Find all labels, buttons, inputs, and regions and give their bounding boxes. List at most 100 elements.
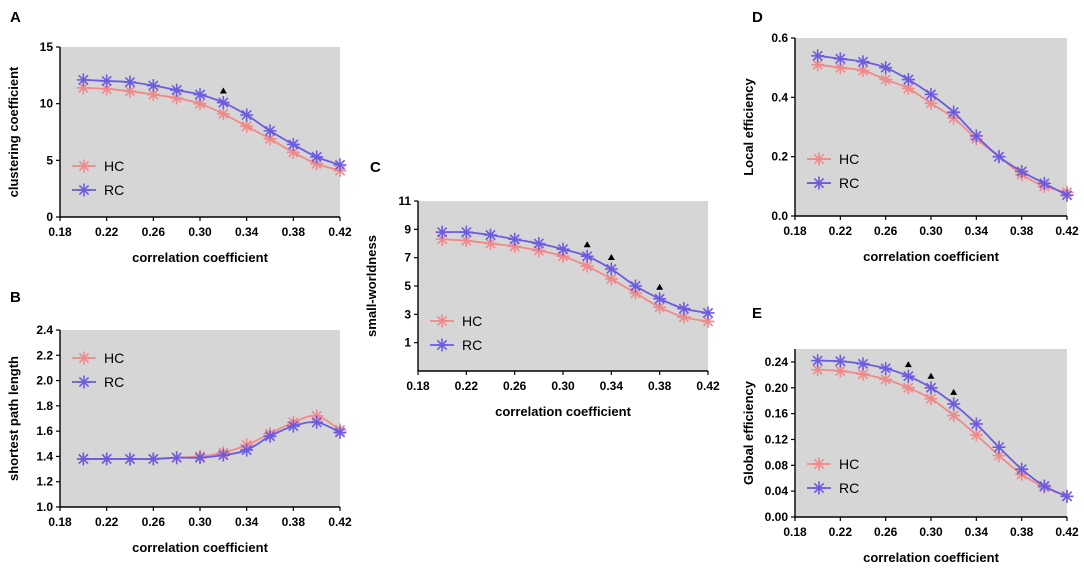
data-point-rc — [193, 451, 207, 465]
data-point-hc — [286, 145, 300, 159]
legend-label-rc: RC — [104, 182, 124, 198]
y-tick-label: 0.12 — [765, 432, 789, 446]
data-point-rc — [833, 52, 847, 66]
data-point-rc — [653, 292, 667, 306]
data-point-hc — [193, 97, 207, 111]
x-tick-label: 0.30 — [919, 224, 943, 238]
series-rc — [76, 415, 347, 466]
data-point-rc — [856, 55, 870, 69]
x-tick-label: 0.42 — [696, 379, 720, 393]
data-point-rc — [629, 279, 642, 293]
panel-b: B 0.18 0.22 0.26 0.30 0.34 0.38 0.42 1.0 1.2 1.4 1.… — [6, 289, 352, 555]
series-hc — [435, 232, 715, 328]
data-point-rc — [1037, 176, 1051, 190]
x-tick-label: 0.42 — [328, 515, 352, 529]
x-tick-label: 0.18 — [48, 225, 72, 239]
y-tick-label: 5 — [46, 153, 53, 167]
data-point-rc — [879, 61, 893, 75]
data-point-hc — [240, 119, 254, 133]
data-point-hc — [310, 157, 324, 171]
legend-marker-hc — [435, 314, 449, 328]
data-point-rc — [833, 354, 847, 368]
panel-d: D 0.18 0.22 0.26 0.30 0.34 0.38 0.42 0.0 0.2 0.4 0.… — [741, 9, 1079, 264]
plot-area — [60, 47, 340, 217]
x-tick-label: 0.26 — [874, 525, 898, 539]
y-tick-label: 0.24 — [765, 355, 789, 369]
x-axis-label: correlation coefficient — [132, 250, 268, 265]
data-point-hc — [123, 84, 137, 98]
data-point-hc — [532, 244, 546, 258]
data-point-hc — [170, 91, 184, 105]
data-point-rc — [76, 452, 90, 466]
y-tick-label: 0.00 — [765, 510, 789, 524]
data-point-hc — [856, 64, 870, 78]
legend-label-hc: HC — [104, 350, 124, 366]
legend: HC RC — [807, 151, 859, 191]
data-point-rc — [170, 83, 184, 97]
data-point-rc — [901, 369, 915, 383]
data-point-rc — [263, 429, 277, 443]
data-point-rc — [556, 242, 570, 256]
x-tick-label: 0.18 — [406, 379, 430, 393]
data-point-rc — [1037, 479, 1051, 493]
data-point-rc — [123, 452, 137, 466]
data-point-hc — [879, 372, 893, 386]
y-tick-label: 0.20 — [765, 381, 789, 395]
y-tick-label: 1 — [404, 336, 411, 350]
data-point-rc — [811, 354, 825, 368]
legend-label-rc: RC — [104, 374, 124, 390]
legend-marker-rc — [77, 183, 91, 197]
legend: HC RC — [72, 350, 124, 390]
data-point-rc — [992, 440, 1006, 454]
panel-letter: C — [370, 159, 381, 176]
legend-label-hc: HC — [462, 313, 482, 329]
series-rc — [811, 49, 1074, 202]
y-tick-label: 1.6 — [36, 424, 53, 438]
y-tick-label: 0 — [46, 210, 53, 224]
legend-label-rc: RC — [462, 337, 482, 353]
y-tick-label: 1.4 — [36, 449, 53, 463]
panel-letter: D — [752, 9, 763, 26]
y-axis-label: small-worldness — [364, 235, 379, 337]
data-point-rc — [701, 306, 715, 320]
data-point-rc — [146, 79, 160, 93]
x-tick-label: 0.22 — [455, 379, 479, 393]
data-point-rc — [240, 108, 254, 122]
data-point-rc — [947, 397, 961, 411]
data-point-rc — [580, 249, 594, 263]
data-point-rc — [240, 443, 254, 457]
x-tick-label: 0.30 — [551, 379, 575, 393]
significance-marker — [219, 87, 227, 94]
data-point-hc — [924, 96, 938, 110]
data-point-hc — [901, 81, 915, 95]
y-tick-label: 2.0 — [36, 374, 53, 388]
data-point-hc — [677, 310, 691, 324]
data-point-rc — [947, 105, 961, 119]
y-axis-label: Global efficiency — [741, 380, 756, 485]
significance-marker — [607, 254, 615, 260]
data-point-rc — [216, 448, 230, 462]
legend-marker-hc — [77, 159, 91, 173]
data-point-rc — [286, 419, 300, 433]
data-point-hc — [947, 409, 961, 423]
x-tick-label: 0.26 — [142, 515, 166, 529]
legend-label-hc: HC — [839, 456, 859, 472]
x-tick-label: 0.38 — [282, 225, 306, 239]
y-tick-label: 0.08 — [765, 458, 789, 472]
data-point-hc — [556, 249, 570, 263]
data-point-rc — [924, 381, 938, 395]
data-point-rc — [856, 357, 870, 371]
y-tick-label: 0.04 — [765, 484, 789, 498]
legend-marker-rc — [812, 481, 826, 495]
x-axis-label: correlation coefficient — [863, 249, 999, 264]
y-tick-label: 7 — [404, 251, 411, 265]
data-point-rc — [1060, 489, 1074, 503]
data-point-rc — [435, 225, 449, 239]
data-point-rc — [811, 49, 825, 63]
data-point-hc — [811, 363, 825, 377]
legend-marker-hc — [77, 351, 91, 365]
data-point-rc — [333, 425, 347, 439]
y-tick-label: 15 — [40, 40, 54, 54]
data-point-hc — [508, 239, 522, 253]
legend: HC RC — [430, 313, 482, 353]
